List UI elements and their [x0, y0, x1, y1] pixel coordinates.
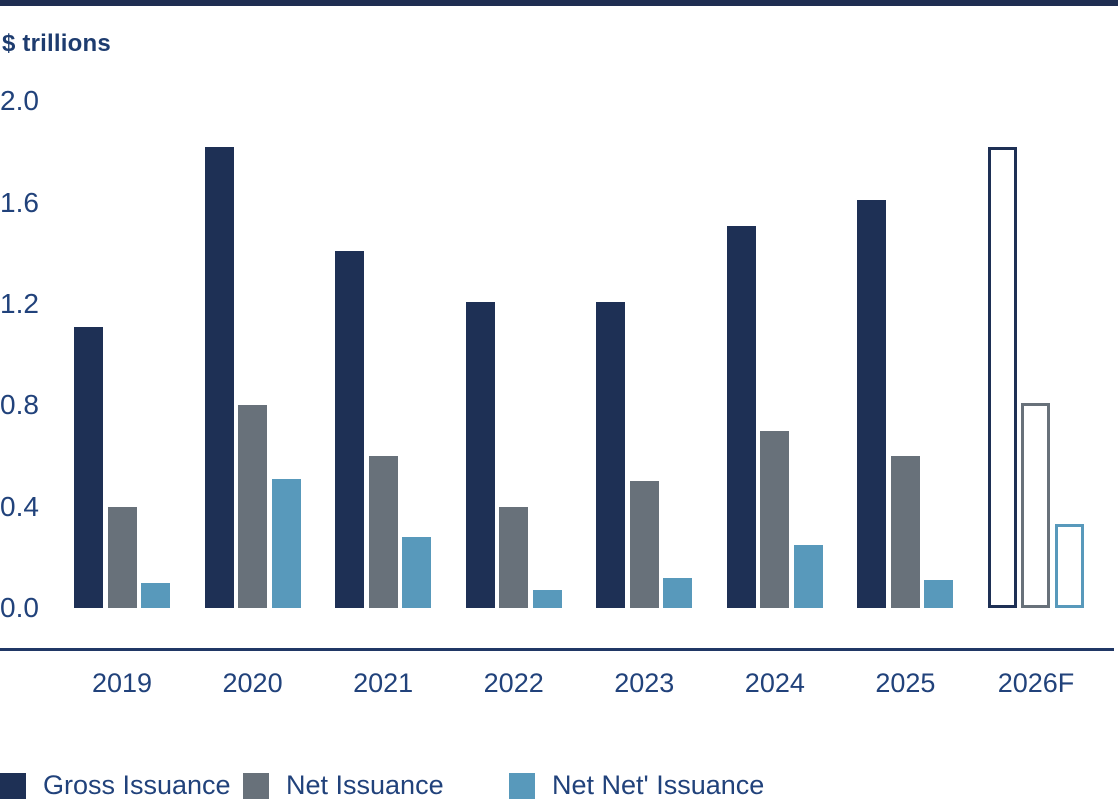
legend-item-net-issuance: Net Issuance	[243, 770, 444, 801]
x-axis-year-label-2022: 2022	[483, 668, 544, 698]
bar-2023-net-issuance	[629, 481, 659, 608]
y-axis-tick-label-1-6: 1.6	[0, 186, 39, 218]
x-axis-year-label-2025: 2025	[875, 668, 936, 698]
top-border-rule	[0, 0, 1118, 6]
bar-2019-net-net-issuance	[141, 583, 170, 608]
x-axis-year-label-2024: 2024	[744, 668, 805, 698]
bar-2022-net-net-issuance	[532, 590, 562, 608]
y-axis-unit-label: $ trillions	[2, 30, 111, 57]
legend-swatch-net-net-issuance	[509, 772, 535, 799]
bar-2023-gross-issuance	[596, 302, 626, 608]
legend-label-net-issuance: Net Issuance	[286, 770, 444, 800]
x-axis-year-label-2019: 2019	[91, 668, 153, 698]
y-axis-tick-label-1-2: 1.2	[0, 288, 39, 320]
bar-2025-net-net-issuance	[924, 580, 954, 608]
bar-2026f-net-issuance	[1021, 403, 1051, 608]
x-axis-line	[0, 648, 1114, 651]
x-axis-year-label-2021: 2021	[353, 668, 414, 698]
legend-item-net-net-issuance: Net Net' Issuance	[509, 770, 764, 801]
bar-2021-gross-issuance	[335, 251, 365, 608]
bar-2025-gross-issuance	[857, 200, 887, 608]
bar-2024-net-issuance	[760, 431, 790, 608]
y-axis-tick-label-0-4: 0.4	[0, 490, 39, 522]
bar-2020-gross-issuance	[204, 147, 234, 608]
bar-2025-net-issuance	[890, 456, 920, 608]
bar-2019-gross-issuance	[74, 327, 103, 608]
x-axis-year-label-2023: 2023	[614, 668, 675, 698]
bar-2022-gross-issuance	[465, 302, 495, 608]
bar-2020-net-net-issuance	[271, 479, 301, 608]
legend-swatch-gross-issuance	[0, 772, 26, 799]
bar-2021-net-issuance	[368, 456, 398, 608]
y-axis-tick-label-0-8: 0.8	[0, 389, 39, 421]
legend-label-net-net-issuance: Net Net' Issuance	[552, 770, 765, 800]
x-axis-year-label-2020: 2020	[222, 668, 283, 698]
x-axis-year-label-2026f: 2026F	[997, 668, 1075, 698]
legend-swatch-net-issuance	[243, 772, 269, 799]
bar-2019-net-issuance	[107, 507, 137, 608]
bar-2021-net-net-issuance	[402, 537, 432, 608]
bar-2022-net-issuance	[499, 507, 529, 608]
legend-item-gross-issuance: Gross Issuance	[0, 770, 231, 801]
y-axis-tick-label-0-0: 0.0	[0, 592, 39, 623]
legend-label-gross-issuance: Gross Issuance	[43, 770, 231, 800]
bar-2023-net-net-issuance	[663, 578, 693, 608]
bar-2024-net-net-issuance	[793, 545, 823, 608]
bar-2020-net-issuance	[238, 405, 268, 608]
y-axis-tick-label-2-0: 2.0	[0, 85, 39, 117]
bar-2026f-net-net-issuance	[1054, 524, 1084, 608]
bar-2026f-gross-issuance	[987, 147, 1017, 608]
bar-2024-gross-issuance	[726, 226, 756, 608]
